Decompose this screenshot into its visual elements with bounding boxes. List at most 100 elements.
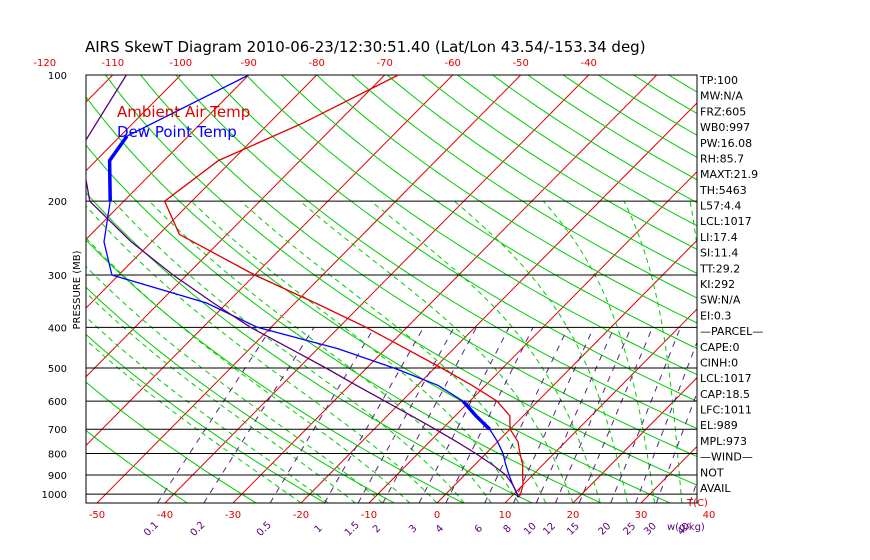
isotherm-line xyxy=(504,308,697,503)
isotherm-line xyxy=(300,102,697,503)
dew-point-line xyxy=(103,75,519,498)
moist-adiabat-line xyxy=(86,265,383,503)
y-axis-label: PRESSURE (MB) xyxy=(72,250,83,329)
stability-index-item: TT:29.2 xyxy=(699,262,740,275)
isotherm-line xyxy=(86,75,454,447)
dry-adiabat-line xyxy=(105,75,697,486)
temperature-axis-unit: T(C) xyxy=(686,498,708,509)
moist-adiabat-line xyxy=(454,200,628,503)
mixing-ratio-line xyxy=(484,327,569,503)
mixing-ratio-tick-label: 1 xyxy=(313,523,325,535)
dry-adiabat-line xyxy=(316,75,697,324)
isotherm-line xyxy=(777,75,870,503)
temperature-bottom-tick-label: -50 xyxy=(89,510,105,521)
stability-index-item: AVAIL xyxy=(700,482,731,495)
pressure-tick-label: 800 xyxy=(48,450,67,461)
isotherm-line xyxy=(436,239,697,503)
stability-index-item: LI:17.4 xyxy=(700,231,738,244)
dry-adiabat-line xyxy=(86,333,326,503)
stability-index-item: KI:292 xyxy=(700,278,735,291)
dry-adiabat-line xyxy=(175,75,697,430)
temperature-bottom-tick-label: -40 xyxy=(157,510,173,521)
dry-adiabat-line xyxy=(86,286,395,503)
temperature-top-tick-label: -100 xyxy=(169,58,192,69)
stability-index-item: SI:11.4 xyxy=(700,247,738,260)
stability-index-item: RH:85.7 xyxy=(700,152,744,165)
dry-adiabat-line xyxy=(492,75,697,204)
dry-adiabat-line xyxy=(140,75,697,458)
stability-index-item: EI:0.3 xyxy=(700,309,731,322)
stability-index-item: CAPE:0 xyxy=(700,341,740,354)
pressure-tick-label: 200 xyxy=(48,197,67,208)
stability-index-item: LCL:1017 xyxy=(700,215,752,228)
stability-index-item: WB0:997 xyxy=(700,121,750,134)
temperature-bottom-tick-label: 10 xyxy=(499,510,512,521)
legend-air-temp: Ambient Air Temp xyxy=(117,103,250,121)
temperature-top-tick-label: -120 xyxy=(33,58,56,69)
dry-adiabat-line xyxy=(739,75,870,503)
temperature-bottom-tick-label: -20 xyxy=(293,510,309,521)
isotherm-line xyxy=(232,75,658,503)
isotherm-line xyxy=(640,445,697,503)
stability-index-item: CINH:0 xyxy=(700,356,738,369)
mixing-ratio-line xyxy=(418,327,510,503)
stability-index-item: LFC:1011 xyxy=(700,404,752,417)
mixing-ratio-line xyxy=(324,327,425,503)
isotherm-line xyxy=(86,75,182,172)
dry-adiabat-line xyxy=(86,239,464,503)
isotherm-line xyxy=(86,75,318,309)
stability-index-item: TH:5463 xyxy=(699,184,747,197)
isotherm-line xyxy=(164,75,590,503)
mixing-ratio-line xyxy=(203,327,315,503)
mixing-ratio-tick-label: 10 xyxy=(522,521,539,538)
temperature-bottom-tick-label: -30 xyxy=(225,510,241,521)
stability-index-item: MW:N/A xyxy=(700,90,743,103)
moist-adiabat-line xyxy=(86,205,438,503)
stability-index-item: MAXT:21.9 xyxy=(700,168,758,181)
moist-adiabat-line xyxy=(86,291,356,503)
stability-index-item: TP:100 xyxy=(699,74,738,87)
dry-adiabat-line xyxy=(86,192,533,503)
temperature-bottom-tick-label: 30 xyxy=(635,510,648,521)
dry-adiabat-line xyxy=(562,75,697,158)
pressure-tick-label: 1000 xyxy=(42,490,67,501)
pressure-tick-label: 900 xyxy=(48,471,67,482)
moist-adiabat-line xyxy=(86,237,411,503)
temperature-bottom-tick-label: 40 xyxy=(703,510,716,521)
mixing-ratio-line xyxy=(578,327,653,503)
mixing-ratio-line xyxy=(513,327,595,503)
dry-adiabat-line xyxy=(281,75,697,350)
moist-adiabat-line xyxy=(299,200,574,503)
mixing-ratio-line xyxy=(382,327,477,503)
pressure-tick-label: 600 xyxy=(48,397,67,408)
isotherm-line xyxy=(86,75,250,241)
mixing-ratio-tick-label: 20 xyxy=(597,521,614,538)
pressure-tick-label: 100 xyxy=(48,71,67,82)
stability-index-item: LCL:1017 xyxy=(700,372,752,385)
air-temperature-line xyxy=(163,75,524,498)
temperature-top-tick-label: -50 xyxy=(513,58,529,69)
mixing-ratio-line xyxy=(635,340,697,503)
isotherm-line xyxy=(0,75,45,503)
moist-adiabat-line xyxy=(149,200,492,503)
mixing-ratio-line xyxy=(445,327,534,503)
mixing-ratio-tick-label: 6 xyxy=(473,523,485,535)
mixing-ratio-tick-label: 30 xyxy=(642,521,659,538)
mixing-ratio-tick-label: 2 xyxy=(371,523,383,535)
pressure-tick-label: 300 xyxy=(48,271,67,282)
mixing-ratio-unit: w(g/kg) xyxy=(667,522,705,533)
stability-index-item: PW:16.08 xyxy=(700,137,752,150)
moist-adiabat-line xyxy=(370,200,601,503)
legend: Ambient Air Temp Dew Point Temp xyxy=(117,103,250,141)
stability-index-item: L57:4.4 xyxy=(700,200,741,213)
temperature-top-tick-label: -110 xyxy=(101,58,124,69)
temperature-top-tick-label: -60 xyxy=(445,58,461,69)
moist-adiabat-line xyxy=(240,200,547,503)
dew-point-bold-segment xyxy=(107,135,129,202)
stability-index-panel: TP:100 MW:N/A FRZ:605 WB0:997 PW:16.08 RH:85.… xyxy=(699,74,763,495)
dry-adiabat-line xyxy=(527,75,697,181)
mixing-ratio-line xyxy=(269,327,375,503)
temperature-top-tick-label: -90 xyxy=(241,58,257,69)
moist-adiabat-line xyxy=(190,200,520,503)
